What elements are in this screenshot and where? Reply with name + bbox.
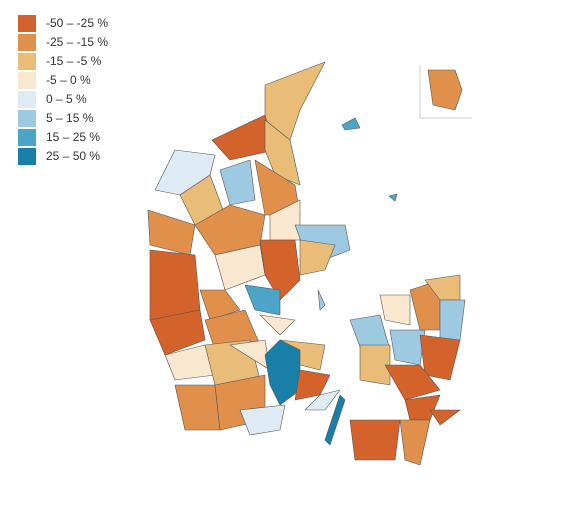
municipality — [439, 299, 466, 341]
municipality — [359, 344, 391, 386]
legend-label: 0 – 5 % — [46, 92, 87, 106]
municipality — [149, 309, 206, 356]
municipality — [341, 117, 361, 131]
legend-swatch — [18, 129, 36, 146]
municipality — [174, 384, 221, 431]
legend-swatch — [18, 72, 36, 89]
municipality — [427, 69, 463, 111]
municipality — [149, 249, 201, 321]
legend-label: 25 – 50 % — [46, 149, 100, 163]
municipality — [244, 284, 281, 316]
municipality — [429, 409, 461, 426]
legend-swatch — [18, 91, 36, 108]
municipality — [324, 394, 346, 446]
legend-swatch — [18, 15, 36, 32]
municipality — [264, 339, 301, 406]
municipality — [349, 419, 401, 461]
municipality — [239, 404, 286, 436]
municipality — [154, 149, 216, 196]
legend-label: -15 – -5 % — [46, 54, 102, 68]
municipality — [388, 193, 398, 202]
municipality — [304, 389, 341, 411]
municipality — [399, 419, 431, 466]
municipality — [317, 289, 326, 311]
municipality — [194, 204, 266, 256]
municipality — [419, 334, 461, 381]
municipality — [199, 289, 241, 321]
legend-label: -50 – -25 % — [46, 16, 108, 30]
map — [147, 61, 472, 466]
legend-swatch — [18, 53, 36, 70]
municipality — [384, 364, 441, 401]
municipality — [259, 314, 296, 336]
legend-swatch — [18, 110, 36, 127]
legend-swatch — [18, 34, 36, 51]
municipality — [379, 294, 411, 326]
legend-swatch — [18, 148, 36, 165]
municipality — [219, 159, 256, 206]
municipality — [264, 61, 326, 141]
legend-label: -5 – 0 % — [46, 73, 91, 87]
inset-frame — [419, 65, 472, 119]
legend-label: -25 – -15 % — [46, 35, 108, 49]
legend-label: 5 – 15 % — [46, 111, 94, 125]
legend-label: 15 – 25 % — [46, 130, 100, 144]
municipality — [147, 209, 196, 256]
legend: -50 – -25 % -25 – -15 % -15 – -5 % -5 – 0 %… — [18, 15, 108, 165]
municipality — [299, 239, 336, 276]
municipality — [259, 239, 301, 301]
